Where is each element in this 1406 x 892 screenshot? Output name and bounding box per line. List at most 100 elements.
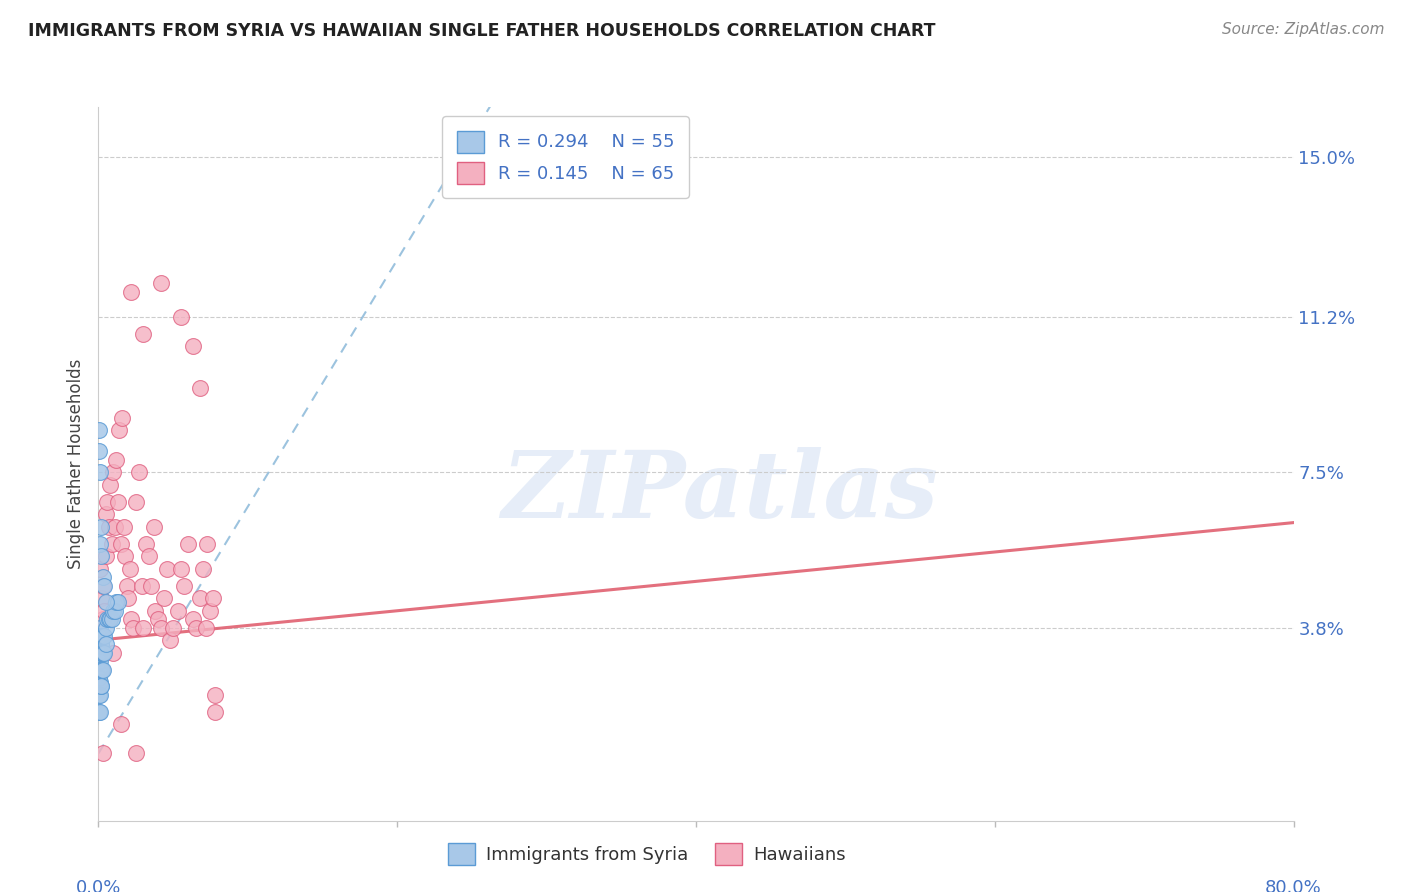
Point [89, 663, 111, 677]
Point [91, 612, 114, 626]
Point [93, 646, 115, 660]
Point [103, 465, 125, 479]
Point [117, 591, 139, 606]
Point [112, 520, 135, 534]
Point [103, 604, 125, 618]
Point [96, 494, 118, 508]
Point [89, 688, 111, 702]
Point [100, 612, 122, 626]
Point [91, 646, 114, 660]
Point [181, 612, 204, 626]
Point [150, 621, 173, 635]
Point [104, 520, 127, 534]
Point [204, 705, 226, 719]
Point [89, 536, 111, 550]
Point [90, 679, 112, 693]
Point [94, 595, 117, 609]
Point [195, 621, 218, 635]
Point [90, 549, 112, 564]
Text: IMMIGRANTS FROM SYRIA VS HAWAIIAN SINGLE FATHER HOUSEHOLDS CORRELATION CHART: IMMIGRANTS FROM SYRIA VS HAWAIIAN SINGLE… [28, 22, 935, 40]
Point [94, 549, 117, 564]
Point [120, 612, 142, 626]
Point [89, 705, 111, 719]
Point [90, 591, 112, 606]
Text: 80.0%: 80.0% [1265, 880, 1322, 892]
Point [138, 549, 160, 564]
Point [156, 562, 179, 576]
Point [103, 646, 125, 660]
Point [107, 595, 129, 609]
Point [110, 536, 132, 550]
Point [89, 646, 111, 660]
Point [90, 663, 112, 677]
Point [107, 494, 129, 508]
Point [91, 663, 114, 677]
Point [93, 629, 115, 643]
Point [94, 621, 117, 635]
Point [108, 423, 131, 437]
Point [110, 717, 132, 731]
Point [204, 688, 226, 702]
Point [125, 747, 148, 761]
Point [169, 562, 191, 576]
Point [91, 578, 114, 592]
Point [89, 444, 111, 458]
Point [100, 478, 122, 492]
Point [89, 423, 111, 437]
Point [90, 520, 112, 534]
Point [90, 637, 112, 651]
Point [90, 637, 112, 651]
Point [159, 633, 181, 648]
Point [91, 629, 114, 643]
Point [89, 637, 111, 651]
Point [162, 621, 184, 635]
Point [89, 654, 111, 668]
Point [191, 562, 214, 576]
Point [197, 536, 219, 550]
Point [89, 663, 111, 677]
Point [101, 612, 124, 626]
Point [91, 570, 114, 584]
Point [90, 646, 112, 660]
Point [94, 507, 117, 521]
Point [89, 654, 111, 668]
Point [90, 629, 112, 643]
Point [131, 578, 153, 592]
Point [142, 520, 165, 534]
Point [132, 621, 155, 635]
Point [200, 604, 222, 618]
Point [91, 663, 114, 677]
Point [94, 637, 117, 651]
Legend: R = 0.294    N = 55, R = 0.145    N = 65: R = 0.294 N = 55, R = 0.145 N = 65 [441, 116, 689, 198]
Point [91, 747, 114, 761]
Point [89, 629, 111, 643]
Point [89, 688, 111, 702]
Text: ZIPatlas: ZIPatlas [502, 448, 938, 537]
Point [96, 612, 118, 626]
Point [188, 591, 211, 606]
Y-axis label: Single Father Households: Single Father Households [67, 359, 86, 569]
Point [115, 578, 138, 592]
Point [90, 663, 112, 677]
Point [89, 637, 111, 651]
Point [111, 410, 134, 425]
Point [173, 578, 195, 592]
Point [135, 536, 157, 550]
Point [139, 578, 162, 592]
Point [89, 621, 111, 635]
Point [184, 621, 207, 635]
Point [89, 629, 111, 643]
Point [120, 285, 142, 299]
Point [181, 339, 204, 353]
Point [91, 629, 114, 643]
Point [89, 562, 111, 576]
Point [105, 452, 128, 467]
Point [97, 612, 120, 626]
Point [132, 326, 155, 341]
Text: 0.0%: 0.0% [76, 880, 121, 892]
Point [114, 549, 136, 564]
Point [128, 465, 150, 479]
Point [89, 705, 111, 719]
Point [104, 604, 127, 618]
Point [90, 679, 112, 693]
